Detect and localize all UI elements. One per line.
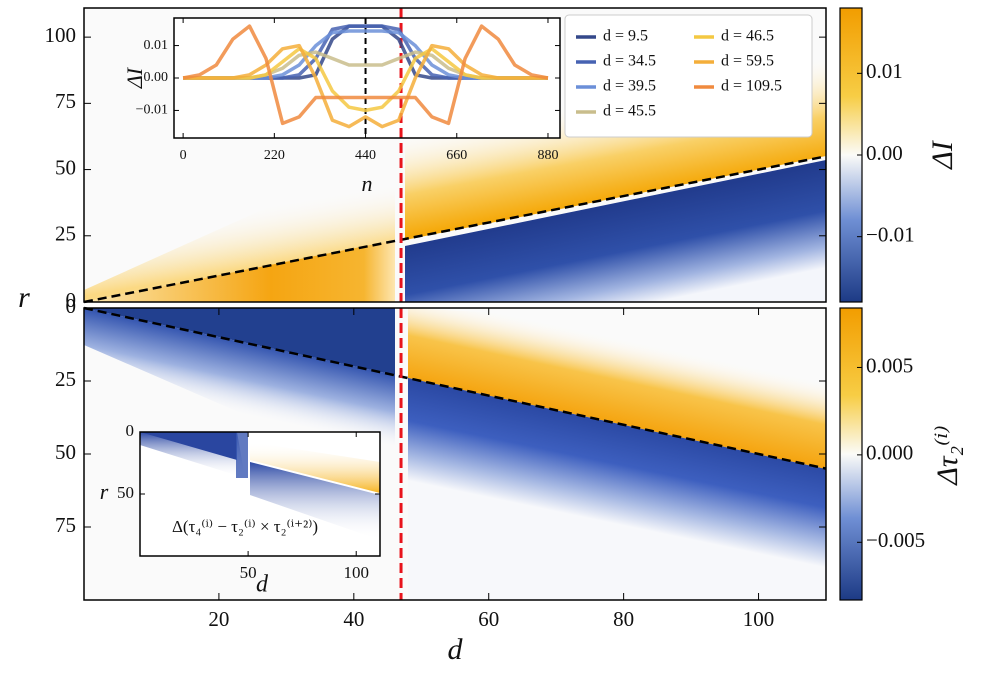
legend-box <box>564 14 813 138</box>
heatmap-region <box>250 442 380 493</box>
x-tick-label: 660 <box>446 148 467 163</box>
y-tick-label: 50 <box>55 440 76 464</box>
x-axis-label: n <box>362 171 373 196</box>
x-tick-label: 0 <box>180 148 187 163</box>
x-tick-label: 50 <box>240 563 257 582</box>
heatmap-region <box>405 160 826 302</box>
x-tick-label: 100 <box>343 563 369 582</box>
y-tick-label: 50 <box>55 155 76 179</box>
y-tick-label: 0 <box>126 421 135 440</box>
heatmap-region <box>140 432 237 460</box>
heatmap-region <box>236 432 248 478</box>
x-tick-label: 40 <box>343 607 364 631</box>
x-tick-label: 20 <box>208 607 229 631</box>
x-axis-label: d <box>448 633 464 666</box>
legend-label: d = 39.5 <box>603 78 656 95</box>
legend-label: d = 45.5 <box>603 103 656 120</box>
colorbar-label: Δτ₂⁽ⁱ⁾ <box>931 425 964 486</box>
legend-label: d = 46.5 <box>721 28 774 45</box>
heatmap-region <box>250 462 380 540</box>
x-tick-label: 60 <box>478 607 499 631</box>
y-tick-label: 75 <box>55 89 76 113</box>
colorbar <box>839 307 863 601</box>
legend-label: d = 9.5 <box>603 28 648 45</box>
y-tick-label: 0.01 <box>144 38 169 53</box>
series-line <box>183 47 548 113</box>
panel: d = 9.5 d = 34.5 d = 39.5 d = 45.5 d = 46.5 d… <box>122 14 813 196</box>
colorbar-tick-label: 0.00 <box>866 141 903 165</box>
x-tick-label: 880 <box>537 148 558 163</box>
y-axis-label: r <box>18 281 30 314</box>
y-tick-label: −0.01 <box>136 103 168 118</box>
colorbar-tick-label: 0.005 <box>866 353 913 377</box>
annotation: Δ(τ₄⁽ⁱ⁾ − τ₂⁽ⁱ⁾ × τ₂⁽ⁱ⁺²⁾) <box>172 517 318 536</box>
panel: 20 40 60 80 100 0 25 50 75 d 0.005 0.000 −0.005 Δτ₂⁽ⁱ… <box>55 294 964 666</box>
colorbar-tick-label: −0.005 <box>866 528 925 552</box>
inset-heatmap <box>140 432 380 556</box>
heatmap-region <box>408 308 826 469</box>
plot-frame <box>83 7 827 303</box>
y-tick-label: 75 <box>55 513 76 537</box>
panel: 0 25 50 75 100 r 0.01 0.00 −0.01 ΔI <box>18 7 959 314</box>
y-tick-label: 25 <box>55 367 76 391</box>
heatmap-region <box>84 150 395 302</box>
legend-label: d = 109.5 <box>721 78 782 95</box>
heatmap-region <box>408 378 826 600</box>
guide-line <box>83 155 827 304</box>
y-tick-label: 0.00 <box>144 70 169 85</box>
y-axis-label: r <box>100 479 109 504</box>
series-line <box>182 24 549 126</box>
x-tick-label: 100 <box>743 607 775 631</box>
colorbar-tick-label: 0.01 <box>866 59 903 83</box>
y-tick-label: 0 <box>66 294 77 318</box>
y-tick-label: 50 <box>117 483 134 502</box>
series-line <box>183 43 548 129</box>
x-tick-label: 440 <box>355 148 376 163</box>
legend-label: d = 34.5 <box>603 53 656 70</box>
colorbar-tick-label: 0.000 <box>866 441 913 465</box>
y-tick-label: 100 <box>45 23 77 47</box>
colorbar-tick-label: −0.01 <box>866 222 915 246</box>
x-tick-label: 80 <box>613 607 634 631</box>
y-tick-label: 0 <box>66 288 77 312</box>
legend-label: d = 59.5 <box>721 53 774 70</box>
x-axis-label: d <box>256 572 269 598</box>
colorbar-label: ΔI <box>926 139 959 170</box>
y-tick-label: 25 <box>55 222 76 246</box>
guide-line <box>83 306 827 470</box>
x-tick-label: 220 <box>264 148 285 163</box>
y-axis-label: ΔI <box>122 66 147 89</box>
